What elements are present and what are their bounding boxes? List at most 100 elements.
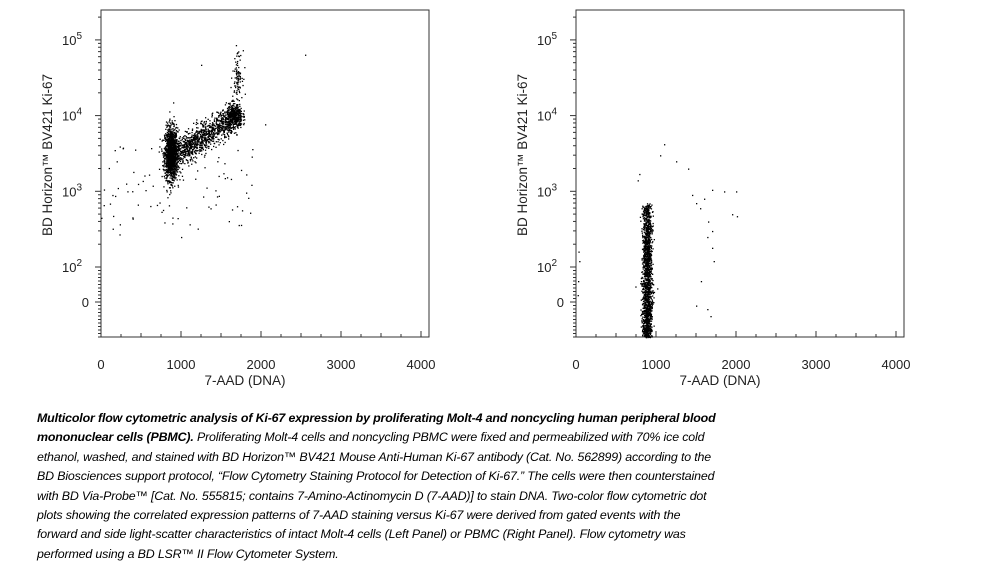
data-point (190, 136, 193, 138)
data-point (137, 204, 139, 206)
data-point (646, 258, 648, 260)
data-point (208, 124, 210, 127)
data-point (239, 111, 241, 113)
data-point (175, 167, 178, 169)
data-point (642, 277, 644, 279)
data-point (645, 267, 647, 270)
data-point (201, 150, 203, 152)
data-point (648, 213, 650, 215)
data-point (183, 150, 185, 152)
data-point (172, 155, 175, 157)
caption-text: forward and side light-scatter character… (37, 527, 686, 542)
data-point (228, 117, 230, 119)
data-point (644, 248, 647, 250)
data-point (191, 152, 194, 154)
data-point (166, 136, 168, 138)
data-point (204, 139, 206, 142)
data-point (649, 279, 651, 282)
data-point (156, 204, 159, 207)
data-point (183, 137, 185, 139)
data-point (169, 180, 171, 183)
data-point (228, 136, 230, 138)
data-point (649, 231, 651, 234)
data-point (647, 240, 650, 242)
data-point (168, 153, 171, 156)
data-point (184, 138, 186, 140)
data-point (648, 239, 650, 241)
data-point (646, 336, 649, 338)
data-point (172, 217, 174, 219)
data-point (166, 160, 169, 162)
data-point (175, 158, 177, 160)
data-point (169, 130, 172, 132)
data-point (651, 282, 653, 284)
data-point (231, 109, 234, 111)
data-point (165, 150, 167, 152)
data-point (652, 241, 654, 243)
data-point (194, 136, 196, 138)
y-tick-base: 10 (62, 184, 76, 199)
data-point (183, 147, 185, 149)
data-point (651, 278, 653, 280)
data-point (167, 165, 169, 167)
data-point (236, 117, 238, 119)
data-point (201, 133, 203, 135)
data-point (648, 313, 650, 316)
data-point (241, 77, 243, 80)
data-point (643, 226, 645, 228)
data-point (231, 122, 233, 124)
data-point (645, 219, 648, 221)
data-point (208, 145, 210, 148)
data-point (649, 203, 651, 205)
data-point (218, 119, 220, 121)
data-point (229, 126, 231, 128)
data-point (176, 162, 178, 164)
data-point (167, 156, 169, 158)
data-point (216, 125, 218, 127)
data-point (640, 299, 642, 301)
data-point (652, 222, 654, 225)
data-point (172, 170, 174, 172)
data-point (197, 140, 200, 142)
data-point (646, 332, 648, 334)
data-point (218, 157, 220, 159)
data-point (649, 319, 651, 321)
data-point (172, 147, 174, 150)
data-point (186, 159, 188, 161)
data-point (186, 155, 188, 157)
data-point (168, 130, 170, 132)
data-point (190, 142, 192, 144)
data-point (187, 142, 189, 144)
data-point (649, 283, 651, 285)
data-point (645, 237, 647, 239)
data-point (227, 126, 229, 128)
data-point (169, 135, 171, 138)
data-point (239, 87, 241, 89)
data-point (165, 134, 167, 137)
data-point (233, 119, 235, 121)
data-point (168, 187, 171, 189)
data-point (649, 271, 651, 273)
data-point (202, 134, 205, 136)
data-point (647, 303, 649, 305)
data-point (224, 141, 226, 144)
data-point (205, 134, 207, 136)
y-tick-label: 105 (62, 31, 82, 48)
data-point (176, 168, 178, 170)
data-point (243, 78, 245, 80)
data-point (649, 320, 651, 322)
data-point (230, 178, 233, 181)
data-point (237, 112, 239, 114)
data-point (643, 280, 645, 282)
data-point (648, 310, 650, 313)
data-point (645, 220, 647, 222)
data-point (642, 325, 644, 328)
data-point (191, 145, 193, 147)
data-point (199, 150, 201, 152)
data-point (177, 171, 179, 173)
data-point (229, 125, 231, 127)
data-point (237, 80, 239, 82)
data-point (647, 269, 649, 271)
data-point (164, 149, 167, 151)
plot-frame (575, 9, 905, 338)
